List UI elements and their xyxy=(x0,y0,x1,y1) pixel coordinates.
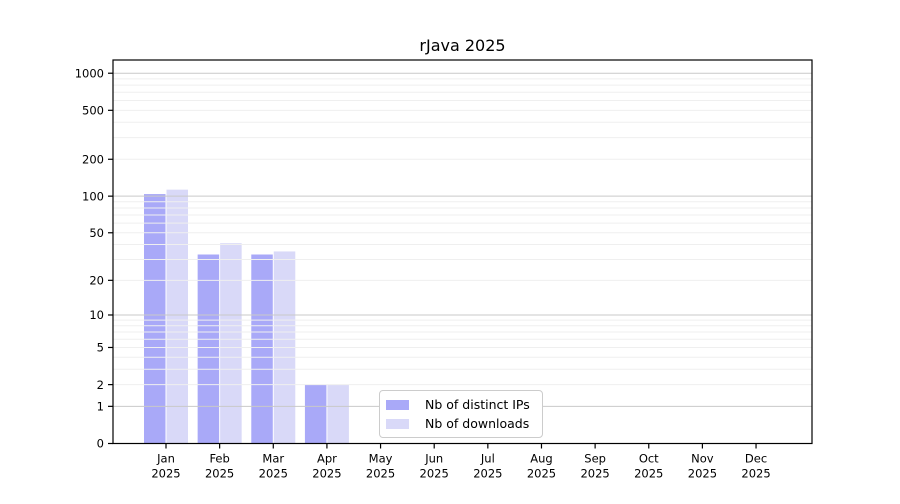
y-tick-label: 500 xyxy=(82,104,104,118)
y-axis: 0 1 2 5 10 20 50 100 200 500 1000 xyxy=(75,66,113,451)
x-tick-label-year: 2025 xyxy=(205,467,234,481)
legend-swatch-distinct-ips xyxy=(386,399,409,410)
x-tick-label-month: Feb xyxy=(209,452,229,466)
legend-item-distinct-ips: Nb of distinct IPs xyxy=(386,395,530,414)
bars-group xyxy=(144,189,349,444)
x-tick-label-month: Nov xyxy=(691,452,714,466)
x-tick-label-month: Oct xyxy=(639,452,659,466)
legend-item-downloads: Nb of downloads xyxy=(386,414,530,433)
x-tick-label-month: Dec xyxy=(745,452,767,466)
x-tick-label-month: Jul xyxy=(480,452,495,466)
legend: Nb of distinct IPs Nb of downloads xyxy=(379,390,543,438)
x-tick-label-year: 2025 xyxy=(420,467,449,481)
bar-apr-downloads xyxy=(327,384,349,444)
bar-jan-downloads xyxy=(166,189,188,444)
y-tick-label: 20 xyxy=(89,274,104,288)
y-tick-label: 200 xyxy=(82,152,104,166)
y-tick-label: 50 xyxy=(89,226,104,240)
x-tick-label-year: 2025 xyxy=(527,467,556,481)
y-tick-label: 0 xyxy=(97,437,104,451)
x-tick-label-month: May xyxy=(369,452,393,466)
x-tick-label-year: 2025 xyxy=(634,467,663,481)
bar-feb-distinct-ips xyxy=(197,254,220,444)
x-axis: Jan2025Feb2025Mar2025Apr2025May2025Jun20… xyxy=(151,443,771,481)
y-tick-label: 5 xyxy=(97,341,104,355)
x-tick-label-year: 2025 xyxy=(366,467,395,481)
x-tick-label-year: 2025 xyxy=(473,467,502,481)
bar-jan-distinct-ips xyxy=(144,194,166,444)
x-tick-label-year: 2025 xyxy=(688,467,717,481)
y-tick-label: 10 xyxy=(89,308,104,322)
x-tick-label-month: Mar xyxy=(262,452,284,466)
x-tick-label-month: Sep xyxy=(584,452,606,466)
x-tick-label-year: 2025 xyxy=(580,467,609,481)
legend-label-distinct-ips: Nb of distinct IPs xyxy=(425,397,530,412)
y-tick-label: 100 xyxy=(82,189,104,203)
legend-swatch-downloads xyxy=(386,418,409,429)
x-tick-label-month: Jun xyxy=(424,452,443,466)
x-tick-label-month: Apr xyxy=(317,452,337,466)
x-tick-label-year: 2025 xyxy=(151,467,180,481)
chart-title: rJava 2025 xyxy=(419,36,506,55)
y-tick-label: 1 xyxy=(97,400,104,414)
plot-border xyxy=(112,59,813,445)
x-tick-label-year: 2025 xyxy=(312,467,341,481)
x-tick-label-month: Aug xyxy=(530,452,552,466)
bar-apr-distinct-ips xyxy=(304,384,327,444)
y-tick-label: 2 xyxy=(97,378,104,392)
y-tick-label: 1000 xyxy=(75,66,104,80)
x-tick-label-month: Jan xyxy=(156,452,175,466)
x-tick-label-year: 2025 xyxy=(259,467,288,481)
bar-feb-downloads xyxy=(220,243,242,444)
bar-mar-distinct-ips xyxy=(251,254,273,444)
legend-label-downloads: Nb of downloads xyxy=(425,416,530,431)
x-tick-label-year: 2025 xyxy=(741,467,770,481)
gridlines-group xyxy=(113,72,812,407)
